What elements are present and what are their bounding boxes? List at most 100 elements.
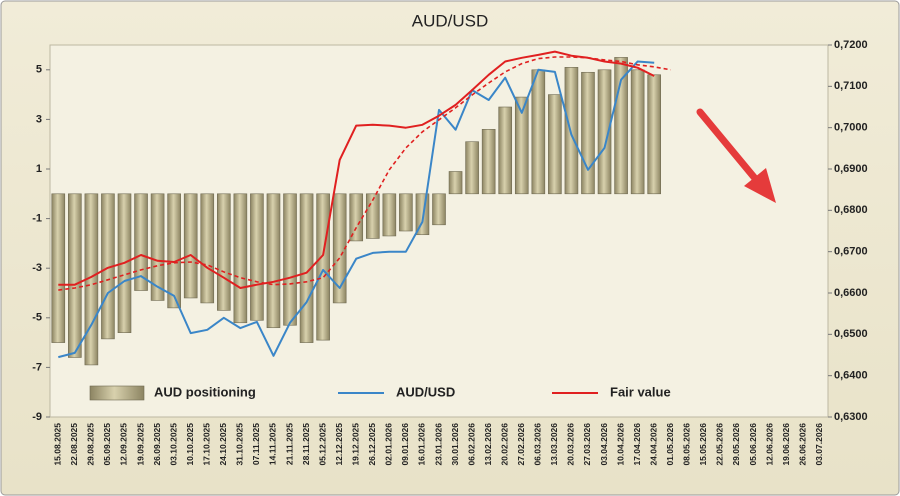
y2-tick-label: 0,6300 [834, 411, 868, 423]
x-tick-label: 13.02.2026 [483, 423, 493, 466]
bar [465, 141, 479, 195]
legend-swatch [89, 385, 145, 401]
y-tick-label: 3 [36, 113, 42, 125]
bar [597, 69, 612, 195]
bar [614, 57, 628, 195]
x-tick-label: 26.12.2025 [367, 423, 377, 466]
x-tick-label: 23.01.2026 [433, 423, 443, 466]
y2-tick-label: 0,7100 [834, 80, 868, 92]
y-tick-label: -7 [32, 361, 42, 373]
bar [150, 193, 165, 301]
y2-tick-label: 0,6500 [834, 328, 868, 340]
plot-area [49, 44, 829, 418]
x-tick-label: 29.08.2025 [86, 423, 96, 466]
bar [481, 129, 496, 195]
legend-label: AUD/USD [396, 384, 455, 399]
bar [167, 193, 181, 309]
x-tick-label: 03.04.2026 [599, 423, 609, 466]
bar [183, 193, 198, 299]
x-tick-label: 27.02.2026 [516, 423, 526, 466]
x-tick-label: 16.01.2026 [417, 423, 427, 466]
y2-tick-label: 0,6700 [834, 246, 868, 258]
x-tick-label: 21.11.2025 [284, 423, 294, 465]
x-tick-label: 17.10.2025 [202, 423, 212, 466]
x-tick-label: 07.11.2025 [251, 423, 261, 465]
x-tick-label: 22.08.2025 [69, 423, 79, 466]
x-tick-label: 03.07.2026 [814, 423, 824, 466]
x-tick-label: 29.05.2026 [731, 423, 741, 466]
x-tick-label: 22.05.2026 [715, 423, 725, 466]
x-tick-label: 03.10.2025 [168, 423, 178, 466]
x-tick-label: 27.03.2026 [582, 423, 592, 466]
x-tick-label: 31.10.2025 [235, 423, 245, 466]
bar [233, 193, 248, 324]
x-tick-label: 08.05.2026 [682, 423, 692, 466]
bar [448, 171, 463, 195]
bar [349, 193, 364, 242]
x-tick-label: 14.11.2025 [268, 423, 278, 465]
bar [531, 69, 546, 195]
bar [382, 193, 397, 237]
line [58, 60, 655, 359]
bar [250, 193, 264, 321]
x-tick-label: 10.04.2026 [615, 423, 625, 466]
bar [51, 193, 66, 343]
x-tick-label: 28.11.2025 [301, 423, 311, 465]
line [58, 56, 671, 291]
bar [432, 193, 446, 226]
x-tick-label: 17.04.2026 [632, 423, 642, 466]
bar [498, 106, 513, 195]
x-tick-label: 13.03.2026 [549, 423, 559, 466]
y-tick-label: 5 [36, 64, 42, 76]
x-tick-label: 26.06.2026 [797, 423, 807, 466]
bar [283, 193, 297, 326]
bar [332, 193, 347, 304]
y-tick-label: -5 [32, 312, 42, 324]
y-tick-label: 1 [36, 163, 42, 175]
bar [581, 71, 595, 195]
x-tick-label: 12.09.2025 [119, 423, 129, 466]
trend-arrow [696, 108, 776, 203]
x-tick-label: 02.01.2026 [384, 423, 394, 466]
bar [217, 193, 231, 311]
y2-tick-label: 0,6800 [834, 204, 868, 216]
x-tick-label: 19.09.2025 [135, 423, 145, 466]
x-tick-label: 15.05.2026 [698, 423, 708, 466]
bar [514, 96, 529, 195]
bar [630, 69, 645, 195]
x-tick-label: 06.02.2026 [466, 423, 476, 466]
x-tick-label: 05.12.2025 [317, 423, 327, 466]
chart-title: AUD/USD [412, 11, 489, 30]
x-tick-label: 30.01.2026 [450, 423, 460, 466]
y2-tick-label: 0,7000 [834, 122, 868, 134]
x-tick-label: 12.12.2025 [334, 423, 344, 466]
bar [200, 193, 215, 304]
x-tick-label: 10.10.2025 [185, 423, 195, 466]
x-tick-label: 01.05.2026 [665, 423, 675, 466]
y2-tick-label: 0,6600 [834, 287, 868, 299]
x-tick-label: 15.08.2025 [53, 423, 63, 466]
line [58, 50, 655, 289]
x-tick-label: 26.09.2025 [152, 423, 162, 466]
bar [564, 67, 579, 195]
x-tick-label: 19.12.2025 [350, 423, 360, 466]
bar [68, 193, 82, 358]
bar [316, 193, 330, 341]
y2-tick-label: 0,6900 [834, 163, 868, 175]
x-tick-label: 06.03.2026 [533, 423, 543, 466]
x-tick-label: 05.06.2026 [748, 423, 758, 466]
x-tick-label: 20.02.2026 [499, 423, 509, 466]
y2-tick-label: 0,7200 [834, 39, 868, 51]
y2-tick-label: 0,6400 [834, 370, 868, 382]
bar [134, 193, 148, 291]
y-tick-label: -1 [32, 213, 42, 225]
legend-label: Fair value [610, 384, 671, 399]
x-tick-label: 19.06.2026 [781, 423, 791, 466]
bar [548, 94, 562, 195]
y-tick-label: -9 [32, 411, 42, 423]
x-tick-label: 12.06.2026 [764, 423, 774, 466]
x-tick-label: 24.04.2026 [648, 423, 658, 466]
x-tick-label: 24.10.2025 [218, 423, 228, 466]
x-tick-label: 05.09.2025 [102, 423, 112, 466]
